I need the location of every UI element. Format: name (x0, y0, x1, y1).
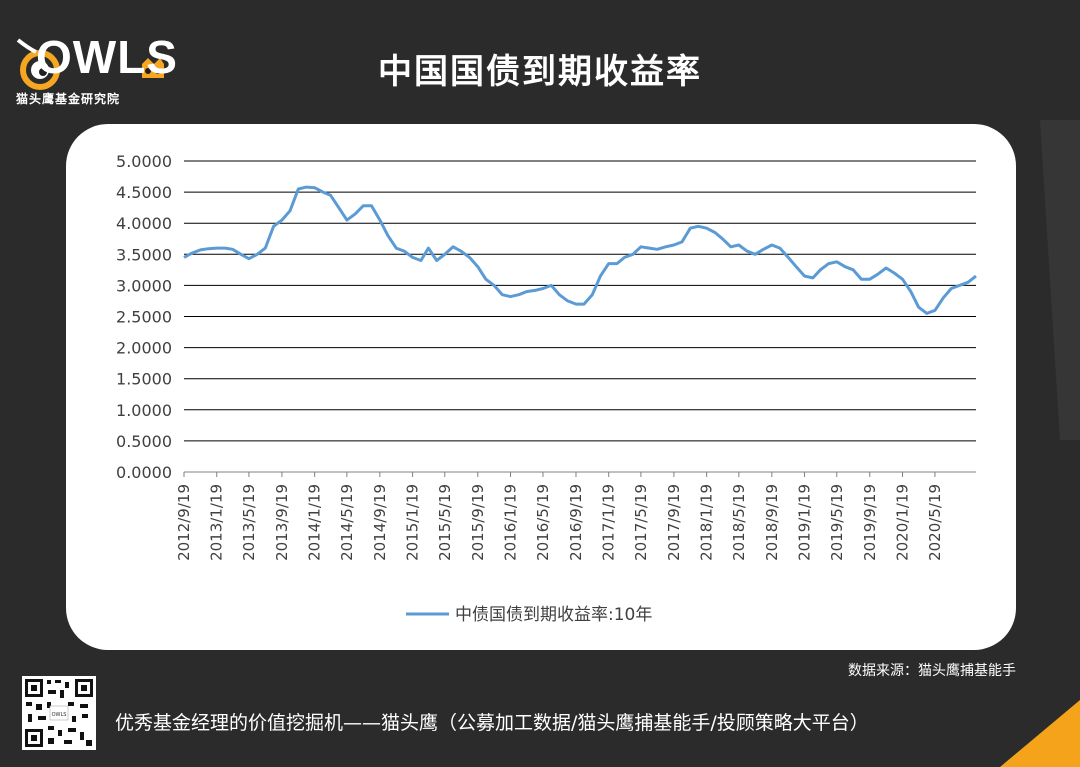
qr-code: OWLS (22, 676, 96, 750)
grid-lines (184, 160, 976, 442)
x-tick-label: 2014/5/19 (338, 484, 356, 561)
x-tick-label: 2014/9/19 (371, 484, 389, 561)
x-tick-label: 2018/9/19 (763, 484, 781, 561)
data-source: 数据来源：猫头鹰捕基能手 (848, 663, 1016, 679)
page-title: 中国国债到期收益率 (378, 52, 702, 92)
y-axis-ticks: 5.0000 4.5000 4.0000 3.5000 3.0000 2.5000 2.00… (116, 152, 172, 482)
series-line (183, 185, 977, 315)
x-tick-label: 2013/9/19 (273, 484, 291, 561)
x-tick-label: 2012/9/19 (175, 484, 193, 561)
x-tick-label: 2016/5/19 (534, 484, 552, 561)
logo-subtitle: 猫头鹰基金研究院 (16, 92, 121, 106)
x-tick-label: 2015/5/19 (436, 484, 454, 561)
x-tick-label: 2020/1/19 (893, 484, 911, 561)
y-tick-label: 4.5000 (116, 183, 172, 202)
line-chart: 5.0000 4.5000 4.0000 3.5000 3.0000 2.5000 2.00… (116, 152, 977, 625)
x-tick-label: 2020/5/19 (926, 484, 944, 561)
chart-panel (66, 124, 1016, 650)
series-group (183, 185, 977, 315)
legend: 中债国债到期收益率:10年 (406, 605, 652, 625)
x-tick-label: 2016/9/19 (567, 484, 585, 561)
x-tick-label: 2019/5/19 (828, 484, 846, 561)
svg-text:OWLS: OWLS (52, 712, 67, 718)
owl-logo (16, 38, 164, 90)
y-tick-label: 4.0000 (116, 214, 172, 233)
x-tick-label: 2019/1/19 (796, 484, 814, 561)
x-tick-label: 2017/1/19 (600, 484, 618, 561)
y-tick-label: 1.5000 (116, 370, 172, 389)
x-tick-label: 2013/1/19 (208, 484, 226, 561)
footer-slogan: 优秀基金经理的价值挖掘机——猫头鹰（公募加工数据/猫头鹰捕基能手/投顾策略大平台… (115, 712, 869, 734)
x-tick-label: 2014/1/19 (306, 484, 324, 561)
y-tick-label: 5.0000 (116, 152, 172, 171)
x-tick-label: 2017/9/19 (665, 484, 683, 561)
x-tick-label: 2016/1/19 (502, 484, 520, 561)
y-tick-label: 3.5000 (116, 245, 172, 264)
x-tick-label: 2013/5/19 (240, 484, 258, 561)
legend-label: 中债国债到期收益率:10年 (455, 605, 652, 625)
x-tick-label: 2015/1/19 (404, 484, 422, 561)
logo-text: OWLS (36, 31, 178, 83)
x-tick-label: 2017/5/19 (632, 484, 650, 561)
y-tick-label: 0.5000 (116, 432, 172, 451)
x-tick-label: 2018/5/19 (730, 484, 748, 561)
y-tick-label: 0.0000 (116, 463, 172, 482)
x-axis-ticks: 2012/9/19 2013/1/19 2013/5/19 2013/9/19 2014… (175, 472, 944, 561)
y-tick-label: 2.0000 (116, 339, 172, 358)
x-tick-label: 2019/9/19 (861, 484, 879, 561)
y-tick-label: 1.0000 (116, 401, 172, 420)
y-tick-label: 3.0000 (116, 276, 172, 295)
y-tick-label: 2.5000 (116, 308, 172, 327)
x-tick-label: 2018/1/19 (698, 484, 716, 561)
x-tick-label: 2015/9/19 (469, 484, 487, 561)
